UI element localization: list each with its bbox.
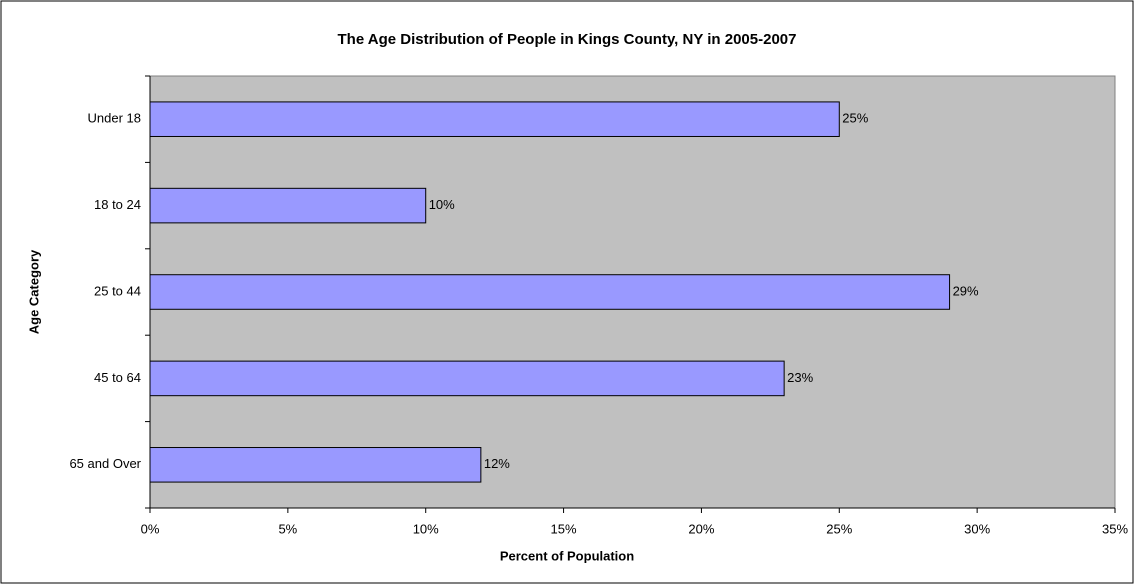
bar <box>149 360 785 397</box>
x-tick-label: 25% <box>826 521 852 536</box>
chart-title: The Age Distribution of People in Kings … <box>338 31 797 48</box>
bar <box>149 101 840 137</box>
data-label: 29% <box>953 283 979 298</box>
x-tick-label: 35% <box>1102 521 1128 536</box>
x-tick-label: 15% <box>551 521 577 536</box>
bar <box>149 274 951 310</box>
x-tick-label: 5% <box>278 521 297 536</box>
bar <box>149 447 482 483</box>
y-tick-label: 25 to 44 <box>94 283 141 298</box>
data-label: 23% <box>787 370 813 385</box>
data-label: 10% <box>429 197 455 212</box>
x-tick-label: 20% <box>688 521 714 536</box>
data-label: 12% <box>484 456 510 471</box>
x-tick-label: 0% <box>141 521 160 536</box>
x-axis-title: Percent of Population <box>500 548 634 563</box>
x-tick-label: 30% <box>964 521 990 536</box>
y-tick-label: Under 18 <box>88 111 141 126</box>
y-tick-label: 65 and Over <box>69 456 141 471</box>
y-tick-label: 45 to 64 <box>94 370 141 385</box>
y-axis-title: Age Category <box>26 249 41 334</box>
bar <box>149 187 427 224</box>
y-tick-label: 18 to 24 <box>94 197 141 212</box>
data-label: 25% <box>842 111 868 126</box>
x-tick-label: 10% <box>413 521 439 536</box>
